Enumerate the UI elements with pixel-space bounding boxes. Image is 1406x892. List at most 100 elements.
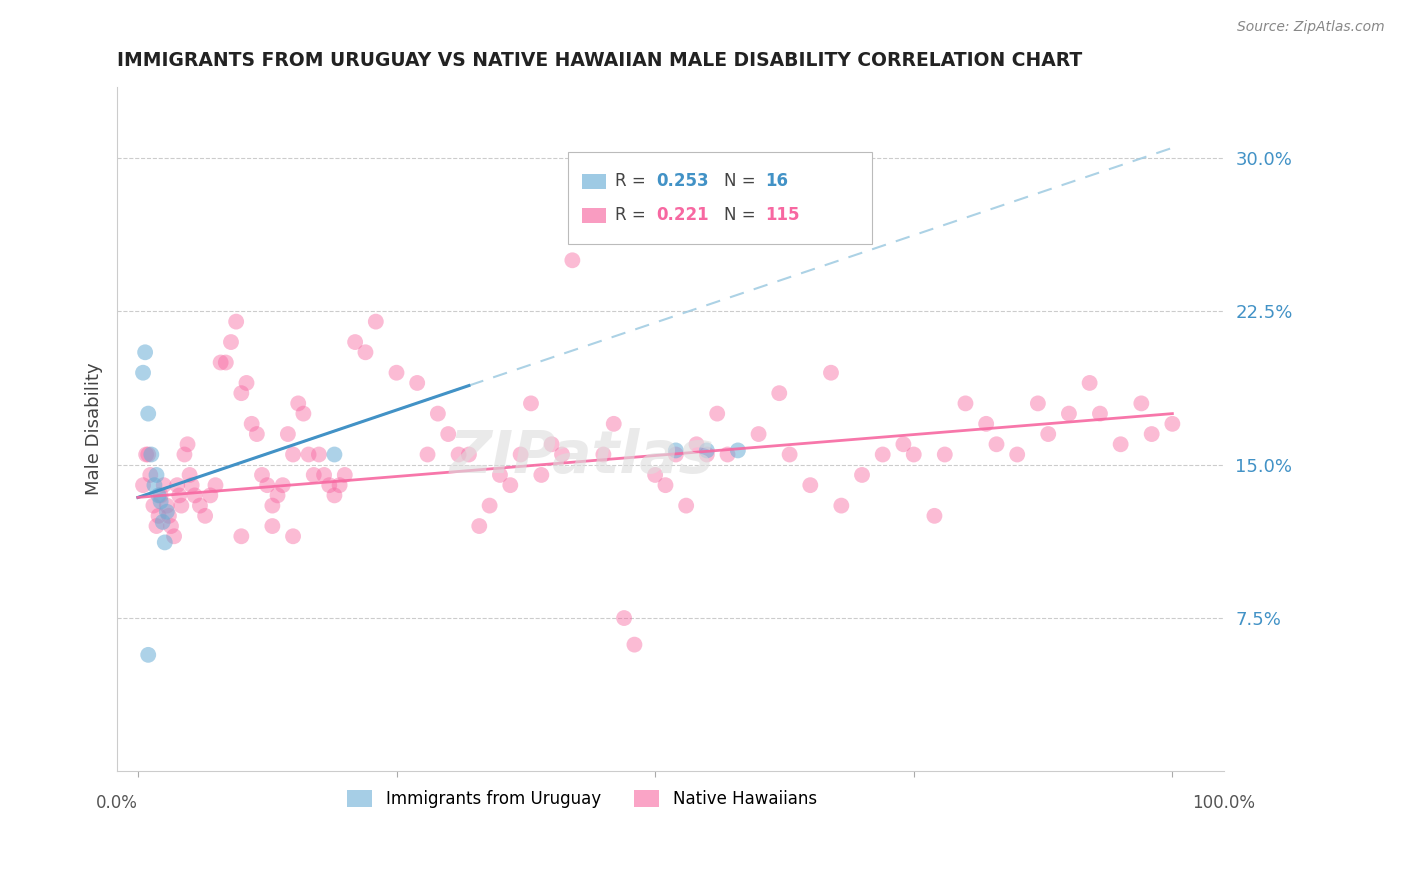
Point [530,467,553,482]
Point [893,437,915,451]
Point [163,529,186,543]
Point [235,376,257,390]
Point [277,427,299,442]
Point [333,467,356,482]
Point [344,334,367,349]
Text: ZIPatlas: ZIPatlas [450,428,714,485]
Point [142,499,165,513]
Point [1057,407,1080,421]
Point [134,345,156,359]
Point [509,448,531,462]
Point [323,488,346,502]
Point [149,488,172,502]
Point [160,519,183,533]
Point [520,396,543,410]
Text: 16: 16 [765,172,787,190]
Point [143,478,166,492]
Point [696,448,718,462]
Point [685,437,707,451]
Point [364,315,387,329]
Point [329,478,352,492]
Point [468,519,491,533]
Point [437,427,460,442]
Point [215,355,238,369]
Text: 0.253: 0.253 [657,172,709,190]
Point [194,508,217,523]
Point [675,499,697,513]
Point [903,448,925,462]
Point [246,427,269,442]
Point [1088,407,1111,421]
Point [974,417,997,431]
Point [231,529,253,543]
Point [727,443,749,458]
Point [665,443,688,458]
Point [173,448,195,462]
Text: 0.221: 0.221 [657,206,709,224]
Point [934,448,956,462]
Point [1109,437,1132,451]
Point [654,478,676,492]
Point [551,448,574,462]
Legend: Immigrants from Uruguay, Native Hawaiians: Immigrants from Uruguay, Native Hawaiian… [340,783,824,814]
Point [1005,448,1028,462]
Point [240,417,263,431]
Point [1026,396,1049,410]
Point [561,253,583,268]
Point [156,499,179,513]
Point [447,448,470,462]
Point [851,467,873,482]
Point [748,427,770,442]
Point [148,508,170,523]
Text: N =: N = [724,206,761,224]
Y-axis label: Male Disability: Male Disability [86,363,103,495]
Point [149,494,172,508]
Point [1130,396,1153,410]
Point [262,499,284,513]
Point [1140,427,1163,442]
Point [231,386,253,401]
Point [499,478,522,492]
Point [571,212,593,227]
Point [156,505,179,519]
Point [779,448,801,462]
Point [308,448,330,462]
Point [136,648,159,662]
Text: IMMIGRANTS FROM URUGUAY VS NATIVE HAWAIIAN MALE DISABILITY CORRELATION CHART: IMMIGRANTS FROM URUGUAY VS NATIVE HAWAII… [117,51,1083,70]
Text: N =: N = [724,172,761,190]
Point [145,467,167,482]
Point [153,535,176,549]
Point [955,396,977,410]
Point [323,448,346,462]
Bar [582,174,606,189]
Point [225,315,247,329]
Point [136,407,159,421]
Text: 100.0%: 100.0% [1192,794,1256,812]
Point [250,467,273,482]
Point [200,488,222,502]
Point [132,478,155,492]
Text: R =: R = [616,172,651,190]
Point [799,478,821,492]
Point [406,376,429,390]
Point [872,448,894,462]
Point [266,488,288,502]
Point [1038,427,1060,442]
Point [271,478,294,492]
Point [136,448,159,462]
Point [768,386,790,401]
Point [830,499,852,513]
Point [314,467,336,482]
Point [716,448,738,462]
Point [256,478,278,492]
Point [152,478,174,492]
Point [924,508,946,523]
Text: 115: 115 [765,206,799,224]
Point [167,488,190,502]
Point [170,499,193,513]
Point [148,488,170,502]
Point [287,396,309,410]
Point [292,407,315,421]
Point [986,437,1008,451]
Point [478,499,501,513]
